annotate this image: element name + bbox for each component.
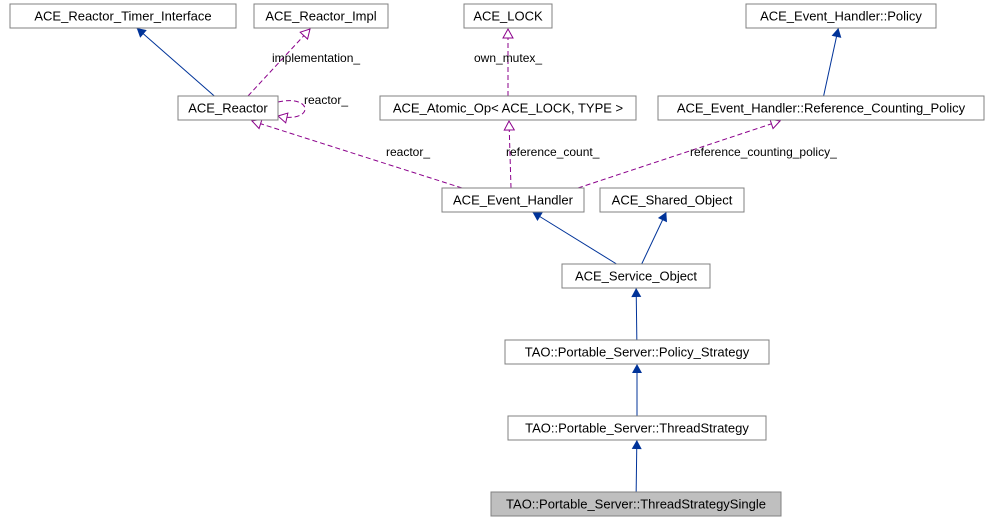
node-n_lock[interactable]: ACE_LOCK — [464, 4, 552, 28]
node-n_thrsgl[interactable]: TAO::Portable_Server::ThreadStrategySing… — [491, 492, 781, 516]
node-label: ACE_Atomic_Op< ACE_LOCK, TYPE > — [393, 100, 623, 115]
node-label: ACE_Reactor — [188, 100, 268, 115]
node-n_impl[interactable]: ACE_Reactor_Impl — [254, 4, 388, 28]
node-label: ACE_Reactor_Impl — [265, 8, 376, 23]
class-diagram: implementation_ reactor_ own_mutex_reactor… — [0, 0, 987, 528]
node-n_svc[interactable]: ACE_Service_Object — [562, 264, 710, 288]
node-n_thrstr[interactable]: TAO::Portable_Server::ThreadStrategy — [508, 416, 766, 440]
node-n_polstr[interactable]: TAO::Portable_Server::Policy_Strategy — [505, 340, 769, 364]
edge-label: reactor_ — [386, 145, 430, 159]
node-label: TAO::Portable_Server::ThreadStrategy — [525, 420, 749, 435]
node-n_policy[interactable]: ACE_Event_Handler::Policy — [746, 4, 936, 28]
edge-line — [137, 28, 215, 96]
edge-line — [824, 28, 839, 96]
edge-n_svc-n_shared — [642, 212, 667, 264]
edge-label: reactor_ — [304, 93, 348, 107]
edge-line — [252, 121, 462, 188]
edge-label: reference_counting_policy_ — [690, 145, 837, 159]
node-n_refpol[interactable]: ACE_Event_Handler::Reference_Counting_Po… — [658, 96, 984, 120]
edge-n_thrsgl-n_thrstr — [632, 440, 642, 492]
edge-n_atomic-n_lock: own_mutex_ — [474, 29, 542, 96]
node-label: TAO::Portable_Server::ThreadStrategySing… — [506, 496, 766, 511]
edge-n_reactor-n_reactor: reactor_ — [278, 93, 348, 123]
node-label: ACE_LOCK — [473, 8, 543, 23]
node-label: ACE_Service_Object — [575, 268, 697, 283]
node-n_reactor[interactable]: ACE_Reactor — [178, 96, 278, 120]
edge-line — [532, 212, 616, 264]
node-n_timer_if[interactable]: ACE_Reactor_Timer_Interface — [10, 4, 236, 28]
node-label: ACE_Event_Handler — [453, 192, 574, 207]
node-label: ACE_Event_Handler::Reference_Counting_Po… — [677, 100, 966, 115]
edge-label: reference_count_ — [506, 145, 600, 159]
node-label: ACE_Shared_Object — [612, 192, 733, 207]
edge-label: implementation_ — [272, 51, 360, 65]
edge-n_thrstr-n_polstr — [632, 364, 642, 416]
edge-n_polstr-n_svc — [631, 288, 641, 340]
nodes-layer: ACE_Reactor_Timer_Interface ACE_Reactor_I… — [10, 4, 984, 516]
node-label: TAO::Portable_Server::Policy_Strategy — [525, 344, 750, 359]
edge-n_svc-n_evtH — [532, 212, 616, 264]
node-n_atomic[interactable]: ACE_Atomic_Op< ACE_LOCK, TYPE > — [380, 96, 636, 120]
edge-n_reactor-n_timer_if — [137, 28, 215, 96]
node-n_shared[interactable]: ACE_Shared_Object — [600, 188, 744, 212]
node-label: ACE_Reactor_Timer_Interface — [34, 8, 211, 23]
edge-n_evtH-n_atomic: reference_count_ — [504, 121, 599, 188]
edge-n_evtH-n_reactor: reactor_ — [252, 119, 462, 188]
edge-n_refpol-n_policy — [824, 28, 842, 96]
node-label: ACE_Event_Handler::Policy — [760, 8, 922, 23]
edge-label: own_mutex_ — [474, 51, 542, 65]
edge-n_reactor-n_impl: implementation_ — [248, 29, 360, 96]
edge-n_evtH-n_refpol: reference_counting_policy_ — [578, 119, 837, 188]
node-n_evtH[interactable]: ACE_Event_Handler — [442, 188, 584, 212]
